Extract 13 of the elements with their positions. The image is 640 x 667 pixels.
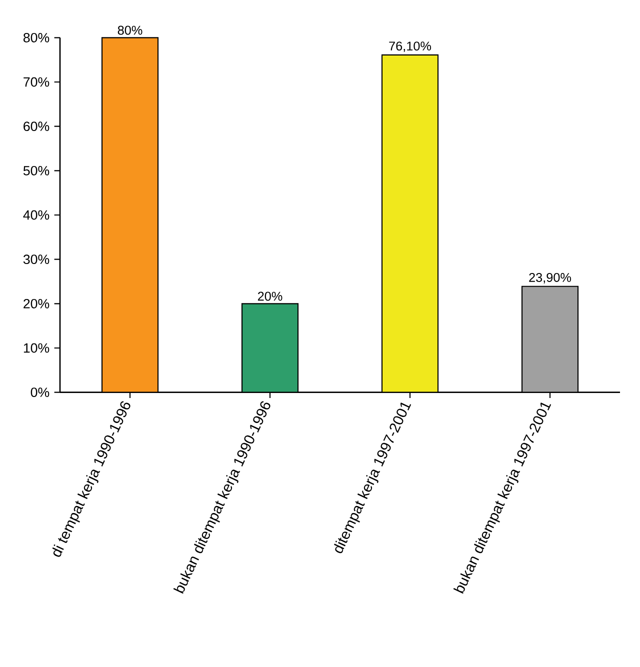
y-tick-label: 10% xyxy=(24,343,50,353)
y-tick-label: 50% xyxy=(23,166,50,176)
y-tick-label: 70% xyxy=(24,77,50,87)
y-tick-label: 20% xyxy=(24,298,50,308)
data-label: 23,90% xyxy=(529,272,572,284)
data-label: 20% xyxy=(258,292,282,301)
y-tick-label: 80% xyxy=(24,32,50,42)
y-tick-label: 30% xyxy=(23,254,50,264)
y-tick-label: 0% xyxy=(30,388,50,398)
data-label: 76,10% xyxy=(389,42,432,52)
y-tick-label: 60% xyxy=(24,122,50,132)
data-label: 80% xyxy=(118,26,142,35)
y-tick-label: 40% xyxy=(23,210,50,220)
